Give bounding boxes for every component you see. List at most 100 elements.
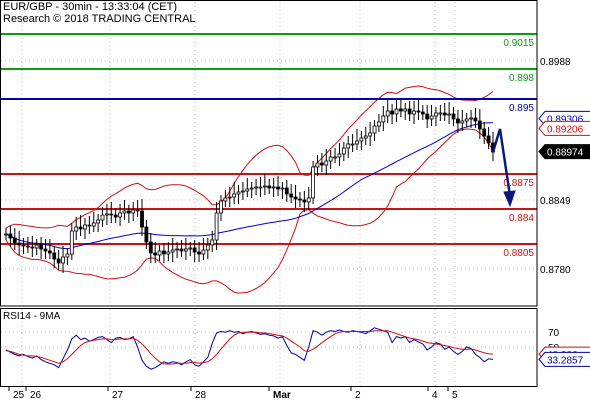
candle-body [65,253,70,258]
candle-body [442,112,447,116]
candle-body [135,209,140,212]
candle-body [429,115,434,120]
x-tick-label: 2 [355,390,361,400]
candle-body [140,210,144,228]
candle-body [96,219,101,224]
price-marker-label: 0.88974 [547,148,584,159]
candle-body [298,198,302,201]
candle-body [87,224,92,227]
level-label-0.898: 0.898 [509,73,534,84]
candle-body [78,226,83,230]
candle-body [267,185,272,189]
candle-body [105,213,109,216]
support-resistance-levels: 0.9015 0.898 0.895 0.8875 0.884 0.8805 [1,33,537,259]
candle-body [280,187,285,190]
candle-body [377,121,381,127]
candle-body [223,197,228,202]
candle-body [157,250,162,256]
candle-body [83,224,87,230]
y-tick-label: 0.8849 [540,196,571,207]
candle-body [482,128,487,137]
candle-body [394,108,399,115]
price-panel-frame [0,0,538,307]
candle-body [328,156,333,162]
candle-body [144,226,149,243]
candle-body [390,110,394,115]
candle-body [477,120,482,130]
candle-body [183,248,188,252]
candle-body [69,230,74,255]
chart-title: EUR/GBP - 30min - 13:33:04 (CET) [3,1,178,13]
candle-body [232,193,237,198]
x-tick-label: 26 [30,390,42,400]
candle-body [30,246,35,249]
candle-body [381,115,386,123]
candle-body [179,248,184,252]
candle-body [148,241,153,254]
candle-body [337,153,342,158]
candle-body [241,190,245,193]
candle-body [289,193,294,198]
projection-arrow [491,128,516,208]
rsi-signal-line [5,330,494,365]
candle-body [420,111,425,115]
moving-average-line [5,122,494,250]
candle-body [355,140,359,145]
x-tick-label: Mar [273,390,291,400]
moving-average [5,122,494,250]
candle-body [346,143,351,149]
candle-body [319,162,324,166]
candle-body [333,156,337,159]
candle-body [17,242,22,246]
candle-body [425,113,430,120]
candle-body [12,237,17,244]
candle-body [166,251,171,255]
candle-body [126,210,131,214]
candle-body [201,249,206,255]
projection-path [491,128,512,197]
candle-body [227,196,232,199]
candle-body [109,213,114,216]
copyright-line: Research © 2018 TRADING CENTRAL [3,13,196,25]
candle-body [262,185,267,188]
rsi-marker-label: 33.2857 [547,355,584,366]
bollinger-upper-band [5,85,494,229]
candle-body [473,117,478,122]
candle-body [192,247,197,253]
candle-body [412,110,416,115]
y-tick-label: 0.8988 [540,57,571,68]
candle-body [205,244,210,251]
candle-body [398,108,403,112]
projection-arrowhead [503,190,516,208]
candle-body [403,108,408,112]
candle-body [214,212,219,241]
candle-body [47,250,52,254]
level-label-0.895: 0.895 [509,103,534,114]
level-label-0.884: 0.884 [509,213,534,224]
price-marker-label: 0.89306 [547,114,584,125]
candle-body [368,132,373,137]
candle-body [306,197,311,203]
level-label-0.9015: 0.9015 [503,38,534,49]
candle-body [324,160,329,166]
candle-body [311,166,316,199]
bollinger-bands [5,85,494,294]
x-tick-label: 4 [432,390,438,400]
candle-body [43,248,48,252]
bollinger-lower-band [5,128,494,294]
candle-body [276,186,280,190]
level-label-0.8805: 0.8805 [503,248,534,259]
rsi-panel [5,327,494,370]
candle-body [385,110,390,117]
candle-body [293,196,298,200]
candle-body [113,214,118,218]
candle-body [447,113,452,116]
candle-body [56,258,61,264]
price-candles [4,98,495,273]
candle-body [245,188,250,192]
candle-body [197,251,201,255]
candle-body [39,244,43,250]
candle-body [188,247,193,250]
candle-body [460,120,465,124]
